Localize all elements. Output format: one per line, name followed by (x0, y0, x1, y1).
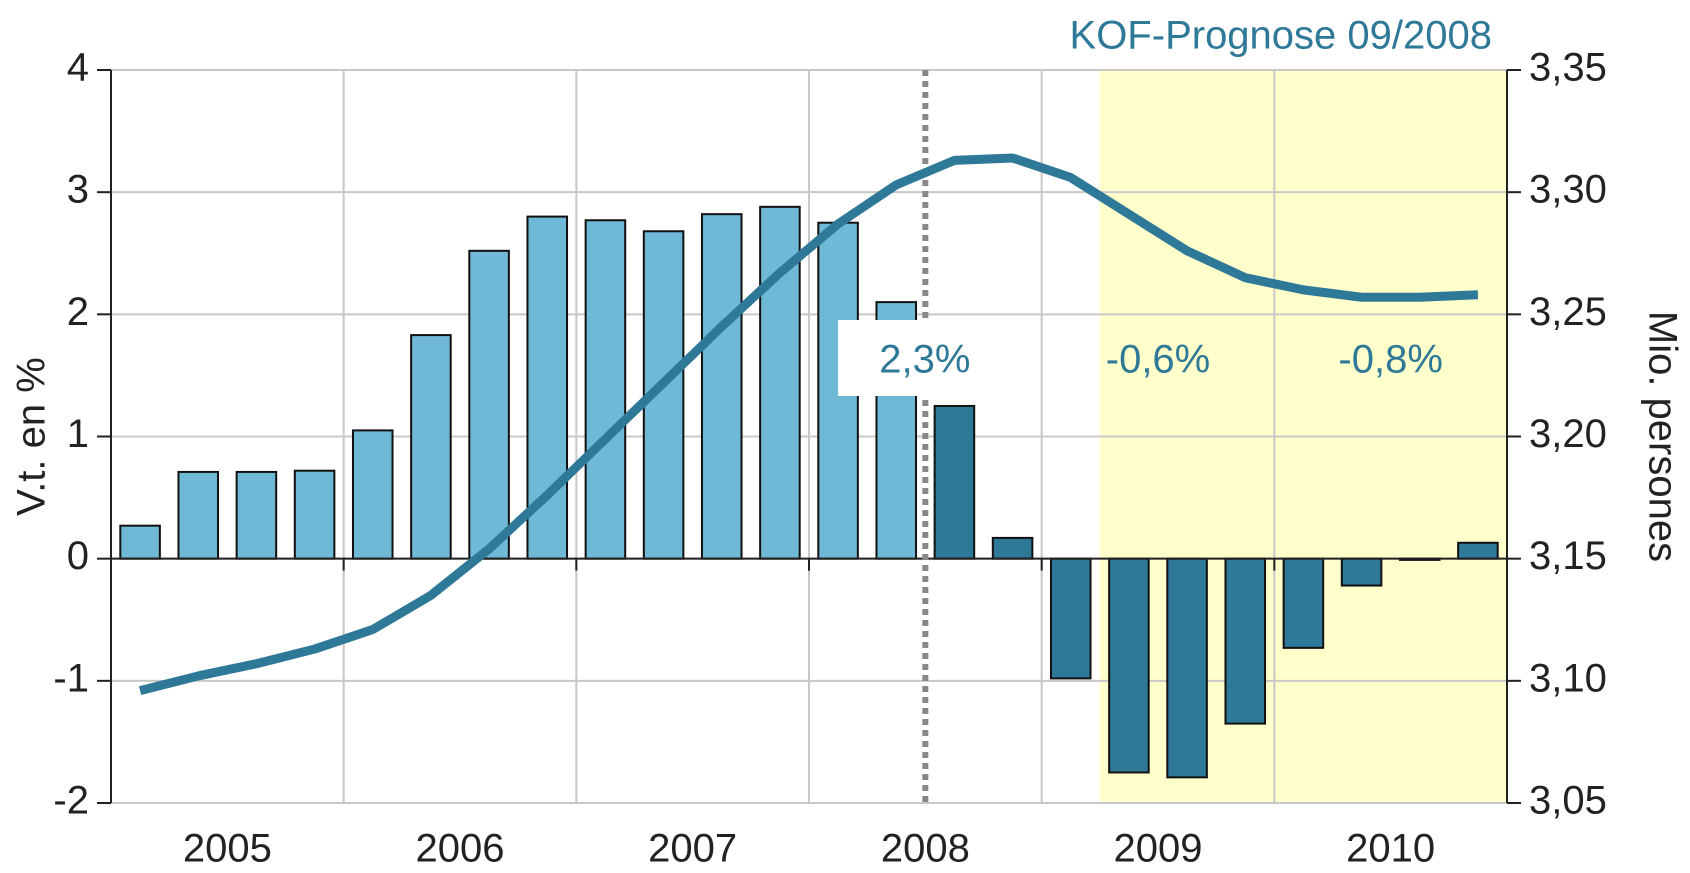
y2-tick-label: 3,10 (1529, 656, 1607, 700)
bar (1282, 557, 1325, 649)
x-tick-label: 2007 (648, 827, 737, 871)
y-tick-label: 2 (67, 290, 89, 334)
y-tick-label: -2 (53, 779, 89, 823)
bar (235, 470, 278, 560)
line (138, 153, 1479, 695)
bar (933, 404, 976, 560)
chart-title: KOF-Prognose 09/2008 (1070, 14, 1492, 58)
y2-tick-label: 3,15 (1529, 534, 1607, 578)
y2-tick-label: 3,35 (1529, 46, 1607, 90)
y-tick-label: 0 (67, 534, 89, 578)
bar (1224, 557, 1267, 725)
bar (293, 469, 336, 560)
y2-tick-label: 3,05 (1529, 779, 1607, 823)
bar (584, 219, 627, 560)
annotation: -0,8% (1338, 338, 1443, 382)
bar (119, 524, 161, 560)
x-tick-label: 2006 (416, 827, 505, 871)
bar (410, 334, 452, 560)
annotation: 2,3% (879, 338, 970, 382)
bar (351, 429, 394, 560)
y-tick-label: 4 (67, 46, 89, 90)
bar (1166, 557, 1208, 779)
annotation-box (838, 320, 1016, 396)
bar (1340, 557, 1383, 587)
y2-tick-label: 3,25 (1529, 290, 1607, 334)
bar (700, 213, 743, 560)
y2-tick-label: 3,30 (1529, 168, 1607, 212)
bar (468, 249, 510, 560)
bar (1457, 541, 1499, 560)
x-tick-label: 2005 (183, 827, 272, 871)
bar (177, 470, 220, 560)
bar (1108, 557, 1150, 774)
y-tick-label: 3 (67, 168, 89, 212)
x-tick-label: 2008 (881, 827, 970, 871)
y-tick-label: 1 (67, 412, 89, 456)
y2-axis-label: Mio. persones (1640, 311, 1684, 562)
bar (1049, 557, 1092, 680)
bar (991, 536, 1034, 560)
y-axis-label: V.t. en % (10, 357, 54, 516)
y2-tick-label: 3,20 (1529, 412, 1607, 456)
x-tick-label: 2010 (1346, 827, 1435, 871)
y-tick-label: -1 (53, 656, 89, 700)
annotation: -0,6% (1106, 338, 1211, 382)
x-tick-label: 2009 (1114, 827, 1203, 871)
